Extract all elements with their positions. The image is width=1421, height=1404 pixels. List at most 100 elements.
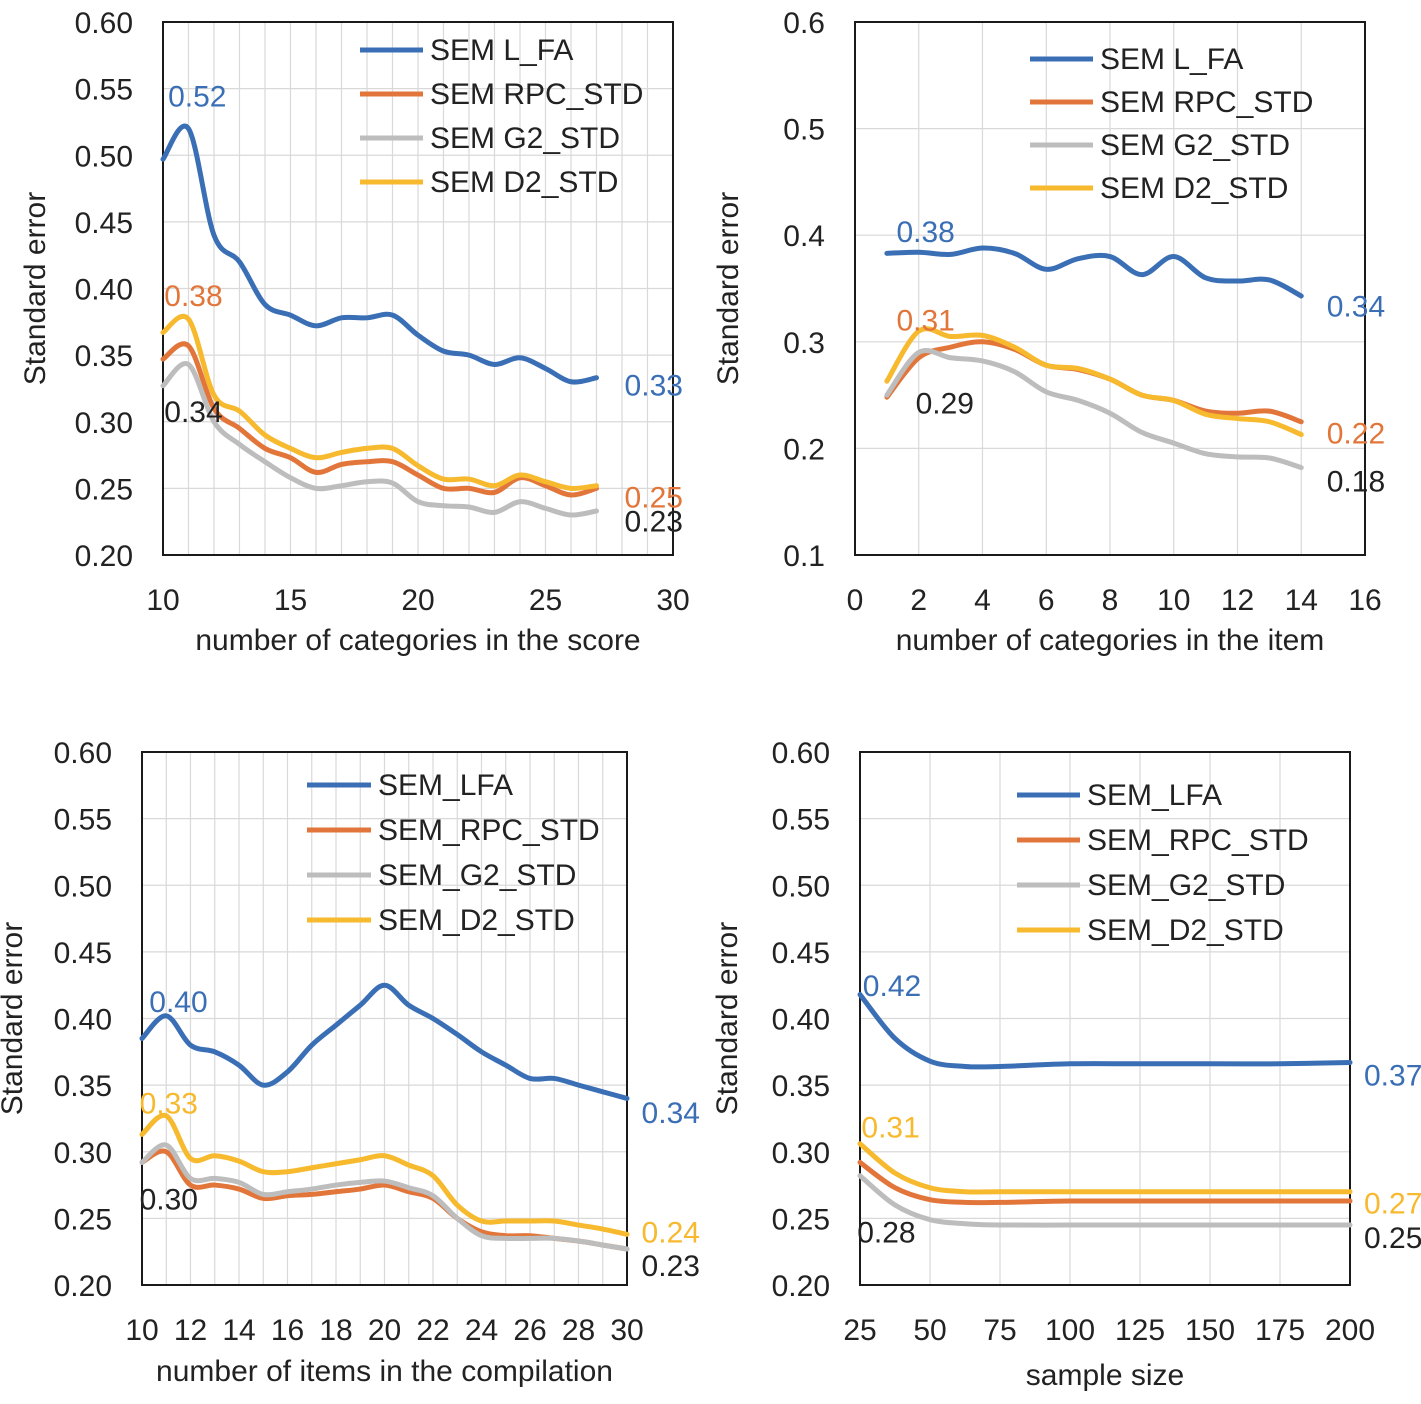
data-label: 0.52 [168,80,226,113]
y-tick-label: 0.45 [54,937,112,970]
y-tick-label: 0.30 [772,1137,830,1170]
y-tick-label: 0.35 [54,1070,112,1103]
data-label: 0.31 [896,304,954,337]
legend-label: SEM_RPC_STD [378,814,600,847]
series-line-sem-l-fa [160,123,599,385]
x-tick-label: 200 [1325,1314,1375,1347]
y-tick-label: 0.20 [54,1270,112,1303]
plot-frame [859,751,1351,1286]
x-tick-label: 4 [974,584,991,617]
y-tick-label: 0.60 [54,737,112,770]
legend-label: SEM_RPC_STD [1087,824,1309,857]
legend-label: SEM G2_STD [430,122,620,155]
x-tick-label: 16 [271,1314,304,1347]
plot-frame [854,21,1366,556]
legend-label: SEM_LFA [378,769,513,802]
x-tick-label: 14 [1285,584,1318,617]
legend-label: SEM L_FA [1100,43,1243,76]
legend-label: SEM L_FA [430,34,573,67]
series-line-sem-rpc-std [857,1159,1353,1206]
data-label: 0.37 [1364,1059,1421,1092]
legend-label: SEM D2_STD [1100,172,1288,205]
data-label: 0.38 [164,280,222,313]
y-tick-label: 0.30 [54,1137,112,1170]
x-tick-label: 16 [1348,584,1381,617]
x-tick-label: 14 [222,1314,255,1347]
series-line-sem-g2-std [884,347,1304,471]
data-label: 0.23 [642,1250,700,1283]
chart-panel-top-right: SEM L_FA SEM RPC_STD SEM G2_STD SEM D2_STD 0… [712,7,1385,657]
x-tick-label: 100 [1045,1314,1095,1347]
data-label: 0.34 [164,396,222,429]
x-tick-label: 50 [913,1314,946,1347]
y-tick-label: 0.1 [783,540,825,573]
legend-label: SEM RPC_STD [1100,86,1313,119]
chart-panel-top-left: SEM L_FA SEM RPC_STD SEM G2_STD SEM D2_STD 1… [19,7,690,657]
series-line-sem-lfa [857,992,1353,1070]
data-label: 0.29 [916,388,974,421]
plot-frame [141,751,628,1286]
x-tick-label: 0 [847,584,864,617]
x-tick-label: 75 [983,1314,1016,1347]
y-tick-label: 0.2 [783,433,825,466]
data-label: 0.23 [625,505,683,538]
series-line-sem-g2-std [160,361,599,518]
x-axis-title: number of items in the compilation [156,1355,613,1388]
series-line-sem-g2-std [857,1173,1353,1228]
legend-label: SEM_G2_STD [378,859,576,892]
legend-label: SEM_D2_STD [378,904,575,937]
y-tick-label: 0.50 [75,140,133,173]
y-axis-title: Standard error [711,922,744,1115]
y-tick-label: 0.30 [75,407,133,440]
y-axis-title: Standard error [0,922,29,1115]
data-label: 0.33 [625,369,683,402]
data-label: 0.34 [642,1097,700,1130]
x-tick-label: 12 [174,1314,207,1347]
series-line-sem-rpc-std [160,341,599,498]
data-label: 0.25 [1364,1222,1421,1255]
data-label: 0.30 [140,1183,198,1216]
y-tick-label: 0.50 [54,870,112,903]
y-axis-title: Standard error [19,192,52,385]
series-line-sem-l-fa [884,245,1304,299]
data-label: 0.40 [149,986,207,1019]
x-axis-title: number of categories in the item [896,624,1325,657]
legend-label: SEM_D2_STD [1087,914,1284,947]
x-tick-label: 175 [1255,1314,1305,1347]
x-tick-label: 8 [1102,584,1119,617]
x-tick-label: 18 [319,1314,352,1347]
x-tick-label: 30 [656,584,689,617]
x-tick-label: 26 [513,1314,546,1347]
legend-label: SEM_LFA [1087,779,1222,812]
x-axis-title: sample size [1026,1359,1184,1392]
y-tick-label: 0.55 [75,74,133,107]
x-tick-label: 10 [1157,584,1190,617]
x-tick-label: 30 [610,1314,643,1347]
x-tick-label: 10 [125,1314,158,1347]
data-label: 0.34 [1327,291,1385,324]
x-tick-label: 12 [1221,584,1254,617]
y-tick-label: 0.6 [783,7,825,40]
legend-label: SEM D2_STD [430,166,618,199]
y-tick-label: 0.40 [772,1004,830,1037]
legend-label: SEM G2_STD [1100,129,1290,162]
y-tick-label: 0.20 [75,540,133,573]
series-line-sem-d2-std [160,314,599,491]
y-tick-label: 0.25 [75,473,133,506]
x-axis-title: number of categories in the score [195,624,640,657]
chart-panel-bottom-left: SEM_LFA SEM_RPC_STD SEM_G2_STD SEM_D2_STD 10… [0,737,700,1388]
y-tick-label: 0.25 [54,1203,112,1236]
plot-frame [162,21,674,556]
y-tick-label: 0.45 [772,937,830,970]
series-line-sem-g2-std [139,1142,630,1252]
y-tick-label: 0.50 [772,870,830,903]
y-tick-label: 0.35 [75,340,133,373]
x-tick-label: 150 [1185,1314,1235,1347]
data-label: 0.38 [896,216,954,249]
y-tick-label: 0.40 [75,274,133,307]
series-line-sem-d2-std [857,1141,1353,1195]
y-tick-label: 0.25 [772,1203,830,1236]
x-tick-label: 28 [562,1314,595,1347]
series-line-sem-lfa [139,982,630,1101]
